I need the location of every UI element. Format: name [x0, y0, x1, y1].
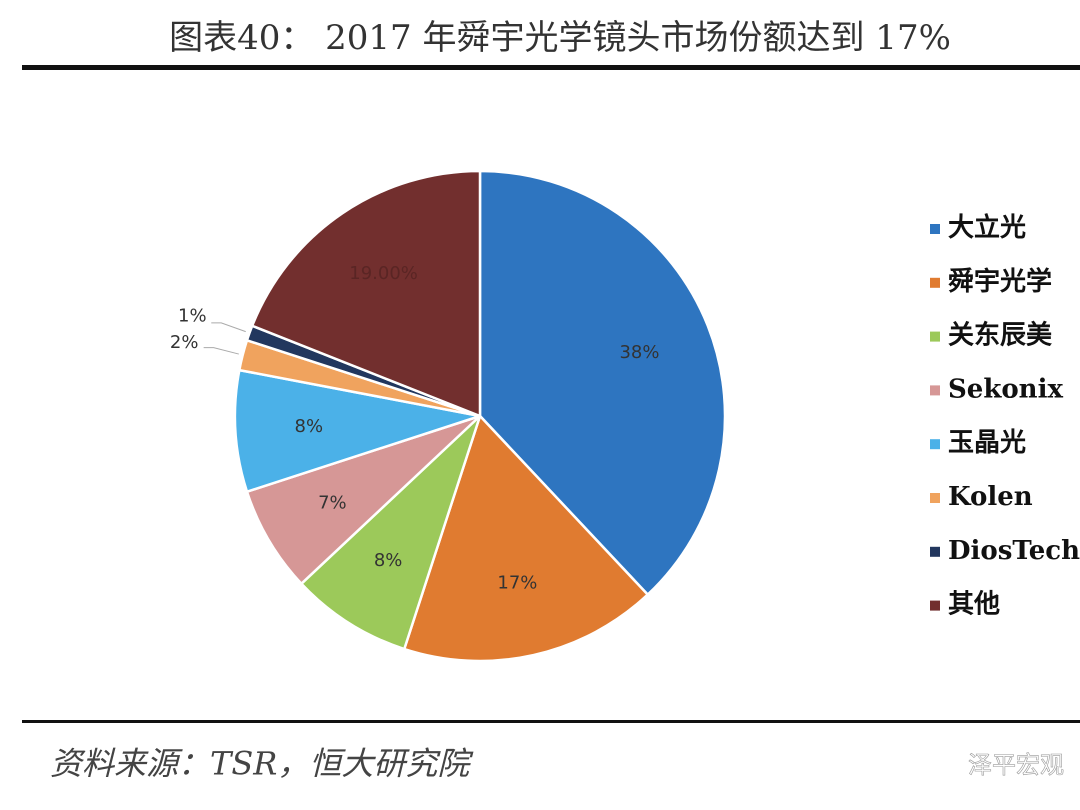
data-label: 38%	[619, 342, 659, 363]
leader-line	[211, 322, 246, 333]
data-label: 17%	[497, 572, 537, 593]
legend-label: Sekonix	[948, 374, 1063, 404]
watermark: 泽平宏观	[968, 751, 1064, 779]
leader-line	[203, 347, 239, 355]
legend-marker	[930, 277, 940, 288]
pie-slice	[299, 415, 482, 651]
pie-slice	[250, 169, 482, 418]
legend-marker	[930, 600, 940, 611]
pie: 38% 17% 8% 7% 8% 2% 1% 19.00%	[170, 169, 727, 663]
data-label: 8%	[295, 416, 324, 437]
legend-label: Kolen	[948, 482, 1033, 512]
legend-label: 其他	[948, 590, 1000, 620]
source-note: 资料来源：TSR，恒大研究院	[50, 745, 474, 783]
data-label: 19.00%	[349, 263, 418, 284]
legend-marker	[930, 385, 940, 396]
legend-marker	[930, 546, 940, 557]
legend-marker	[930, 493, 940, 503]
legend-label: 玉晶光	[948, 428, 1026, 458]
data-label: 8%	[374, 550, 403, 571]
title-rule	[22, 65, 1080, 70]
pie-slice	[245, 414, 481, 586]
legend-marker	[930, 224, 940, 234]
footer-rule	[22, 720, 1080, 723]
legend-label: 大立光	[948, 212, 1026, 243]
chart-title: 图表40： 2017 年舜宇光学镜头市场份额达到 17%	[169, 18, 951, 58]
data-label: 7%	[318, 492, 347, 513]
legend-label: 舜宇光学	[948, 266, 1052, 297]
legend-marker	[930, 331, 940, 342]
pie-slice	[402, 413, 650, 663]
pie-slice	[478, 169, 727, 597]
data-label: 1%	[178, 306, 207, 327]
legend-label: 关东辰美	[948, 320, 1052, 351]
data-label: 2%	[170, 332, 199, 353]
pie-slice	[233, 368, 481, 494]
legend-marker	[930, 439, 940, 450]
legend-label: DiosTech	[948, 536, 1080, 566]
